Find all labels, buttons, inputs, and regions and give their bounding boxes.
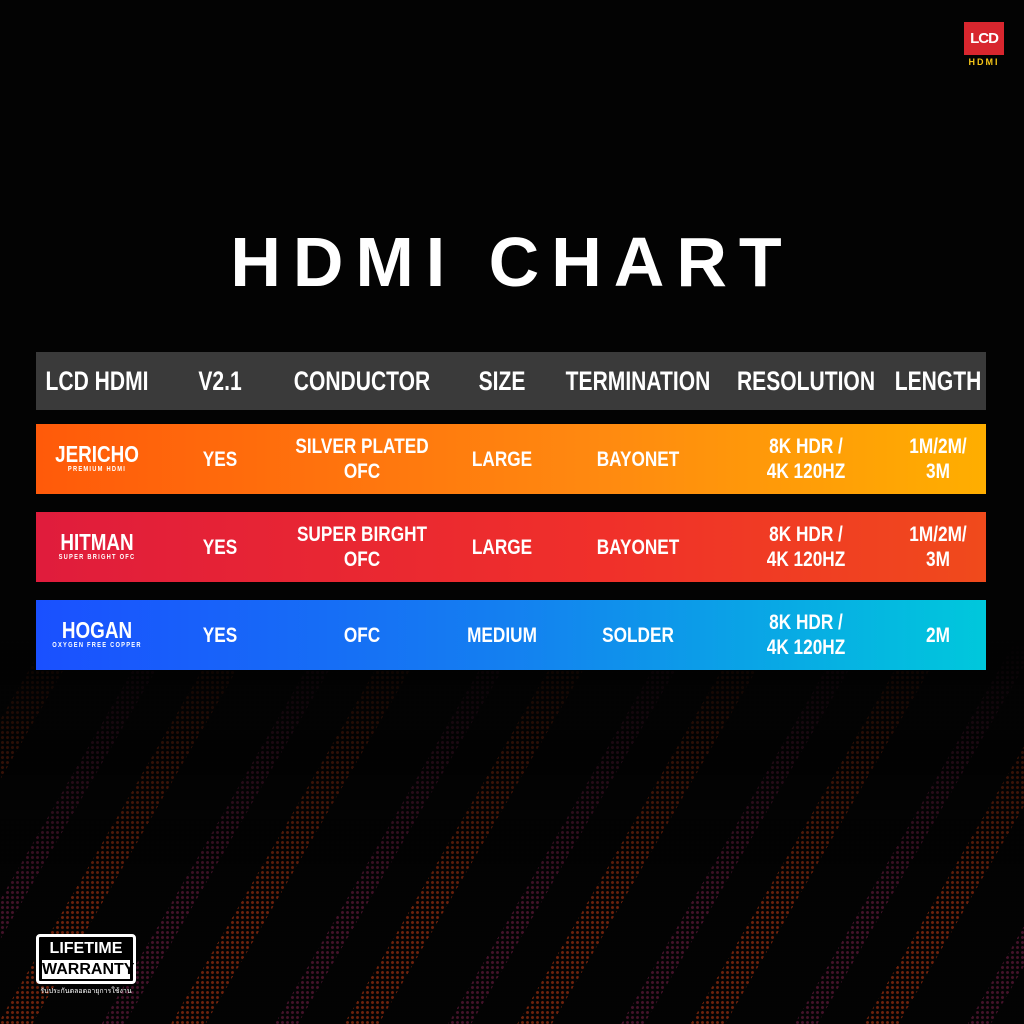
badge-line: LIFETIME	[49, 940, 123, 957]
brand-name: HITMAN	[60, 529, 134, 555]
header-cell: RESOLUTION	[736, 365, 876, 396]
header-cell: LCD HDMI	[45, 365, 149, 396]
logo: LCD HDMI	[964, 22, 1004, 67]
brand-tagline: OXYGEN FREE COPPER	[52, 642, 142, 649]
header-cell: TERMINATION	[565, 365, 711, 396]
brand-name: HOGAN	[61, 617, 133, 643]
table-cell: SOLDER	[602, 623, 674, 647]
brand-cell: JERICHO PREMIUM HDMI	[55, 443, 139, 475]
brand-tagline: SUPER BRIGHT OFC	[58, 554, 136, 561]
header-row: LCD HDMI V2.1 CONDUCTOR SIZE TERMINATION RESO…	[36, 352, 986, 410]
badge-caption: รับประกันตลอดอายุการใช้งาน	[40, 988, 132, 995]
background-streaks	[0, 640, 1024, 1024]
table-cell: 8K HDR / 4K 120HZ	[766, 523, 846, 571]
warranty-badge: LIFETIME WARRANTY รับประกันตลอดอายุการใช…	[36, 934, 136, 997]
brand-name: JERICHO	[55, 441, 139, 467]
logo-bottom: HDMI	[968, 57, 1000, 67]
table-cell: SILVER PLATED OFC	[295, 435, 429, 483]
table-cell: YES	[202, 623, 238, 647]
table-row: HITMAN SUPER BRIGHT OFC YES SUPER BIRGHT OF…	[36, 512, 986, 582]
brand-tagline: PREMIUM HDMI	[67, 466, 127, 473]
table-cell: BAYONET	[596, 535, 680, 559]
table-cell: LARGE	[471, 447, 533, 471]
table-row: HOGAN OXYGEN FREE COPPER YES OFC MEDIUM SOLDE…	[36, 600, 986, 670]
header-cell: CONDUCTOR	[293, 365, 431, 396]
table-cell: OFC	[343, 623, 381, 647]
header-cell: LENGTH	[894, 365, 982, 396]
table-cell: BAYONET	[596, 447, 680, 471]
table-cell: MEDIUM	[467, 623, 537, 647]
table-cell: SUPER BIRGHT OFC	[296, 523, 428, 571]
brand-cell: HITMAN SUPER BRIGHT OFC	[59, 531, 136, 563]
logo-top: LCD	[964, 22, 1004, 55]
header-cell: SIZE	[478, 365, 526, 396]
table-cell: LARGE	[471, 535, 533, 559]
header-cell: V2.1	[198, 365, 242, 396]
table-cell: YES	[202, 535, 238, 559]
badge-box: LIFETIME WARRANTY	[36, 934, 136, 984]
table-cell: 1M/2M/ 3M	[909, 435, 967, 483]
badge-line: WARRANTY	[42, 960, 135, 979]
table-cell: 8K HDR / 4K 120HZ	[766, 435, 846, 483]
table-cell: 2M	[926, 623, 950, 647]
title: HDMI CHART	[230, 223, 794, 301]
table-cell: 8K HDR / 4K 120HZ	[766, 611, 846, 659]
table-cell: 1M/2M/ 3M	[909, 523, 967, 571]
brand-cell: HOGAN OXYGEN FREE COPPER	[52, 619, 141, 651]
table-row: JERICHO PREMIUM HDMI YES SILVER PLATED OFC L…	[36, 424, 986, 494]
table-cell: YES	[202, 447, 238, 471]
